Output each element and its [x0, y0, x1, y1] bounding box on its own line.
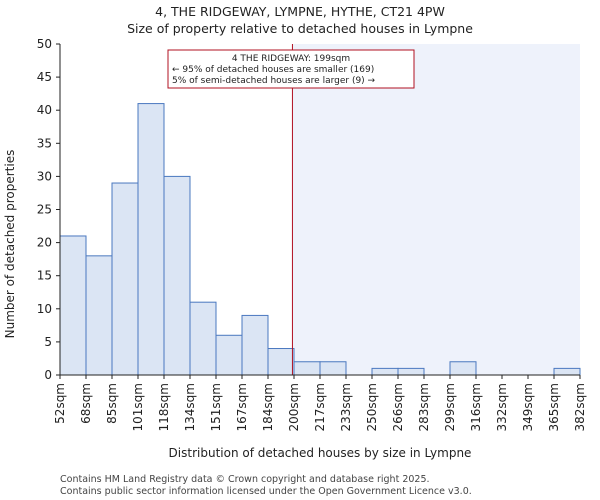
y-tick-label: 20	[37, 236, 52, 250]
x-tick-label: 134sqm	[183, 383, 197, 431]
bar-134sqm	[189, 301, 217, 376]
annotation-line-3: 5% of semi-detached houses are larger (9…	[172, 76, 376, 86]
x-tick-label: 299sqm	[443, 383, 457, 431]
chart-subtitle: Size of property relative to detached ho…	[127, 21, 473, 36]
y-tick-label: 15	[37, 269, 52, 283]
y-tick-label: 30	[37, 169, 52, 183]
x-tick-label: 200sqm	[287, 383, 301, 431]
bar-68sqm	[85, 255, 113, 376]
x-tick-label: 316sqm	[469, 383, 483, 431]
bar-167sqm	[241, 314, 269, 376]
bar-200sqm	[293, 361, 321, 376]
annotation-box: 4 THE RIDGEWAY: 199sqm ← 95% of detached…	[167, 49, 415, 89]
y-tick-label: 25	[37, 203, 52, 217]
y-axis-label: Number of detached properties	[3, 150, 17, 339]
bar-299sqm	[449, 361, 477, 376]
x-ticks: 52sqm 68sqm 85sqm 101sqm 118sqm 134sqm 151sqm 1…	[53, 375, 587, 431]
bar-151sqm	[215, 334, 243, 376]
x-tick-label: 250sqm	[365, 383, 379, 431]
chart-title: 4, THE RIDGEWAY, LYMPNE, HYTHE, CT21 4PW	[155, 4, 445, 19]
bar-118sqm	[163, 175, 191, 376]
x-axis-label: Distribution of detached houses by size …	[169, 446, 472, 460]
x-tick-label: 332sqm	[495, 383, 509, 431]
annotation-frame	[167, 49, 415, 89]
x-tick-label: 167sqm	[235, 383, 249, 431]
y-tick-label: 5	[44, 335, 52, 349]
bar-365sqm	[553, 367, 581, 376]
x-tick-label: 151sqm	[209, 383, 223, 431]
footer-line-1: Contains HM Land Registry data © Crown c…	[60, 474, 430, 485]
y-tick-label: 45	[37, 70, 52, 84]
x-tick-label: 184sqm	[261, 383, 275, 431]
larger-region-shade	[292, 44, 580, 375]
bar-250sqm	[371, 367, 399, 376]
x-tick-label: 365sqm	[547, 383, 561, 431]
x-tick-label: 266sqm	[391, 383, 405, 431]
x-tick-label: 52sqm	[53, 383, 67, 424]
bar-266sqm	[397, 367, 425, 376]
x-tick-label: 217sqm	[313, 383, 327, 431]
bar-217sqm	[319, 361, 347, 376]
bar-85sqm	[111, 182, 139, 376]
x-tick-label: 349sqm	[521, 383, 535, 431]
y-tick-label: 0	[44, 368, 52, 382]
x-tick-label: 101sqm	[131, 383, 145, 431]
x-tick-label: 283sqm	[417, 383, 431, 431]
footer-line-2: Contains public sector information licen…	[60, 486, 472, 497]
x-tick-label: 68sqm	[79, 383, 93, 424]
bar-101sqm	[137, 103, 165, 376]
x-tick-label: 233sqm	[339, 383, 353, 431]
y-ticks: 0 5 10 15 20 25 30 35 40 45 50	[37, 37, 60, 382]
x-tick-label: 85sqm	[105, 383, 119, 424]
bar-52sqm	[59, 235, 87, 376]
x-tick-label: 118sqm	[157, 383, 171, 431]
y-tick-label: 35	[37, 136, 52, 150]
y-tick-label: 40	[37, 103, 52, 117]
bar-184sqm	[267, 348, 295, 376]
annotation-line-1: 4 THE RIDGEWAY: 199sqm	[232, 54, 350, 64]
x-tick-label: 382sqm	[573, 383, 587, 431]
y-tick-label: 10	[37, 302, 52, 316]
y-tick-label: 50	[37, 37, 52, 51]
annotation-line-2: ← 95% of detached houses are smaller (16…	[172, 65, 374, 75]
bars	[59, 103, 581, 376]
